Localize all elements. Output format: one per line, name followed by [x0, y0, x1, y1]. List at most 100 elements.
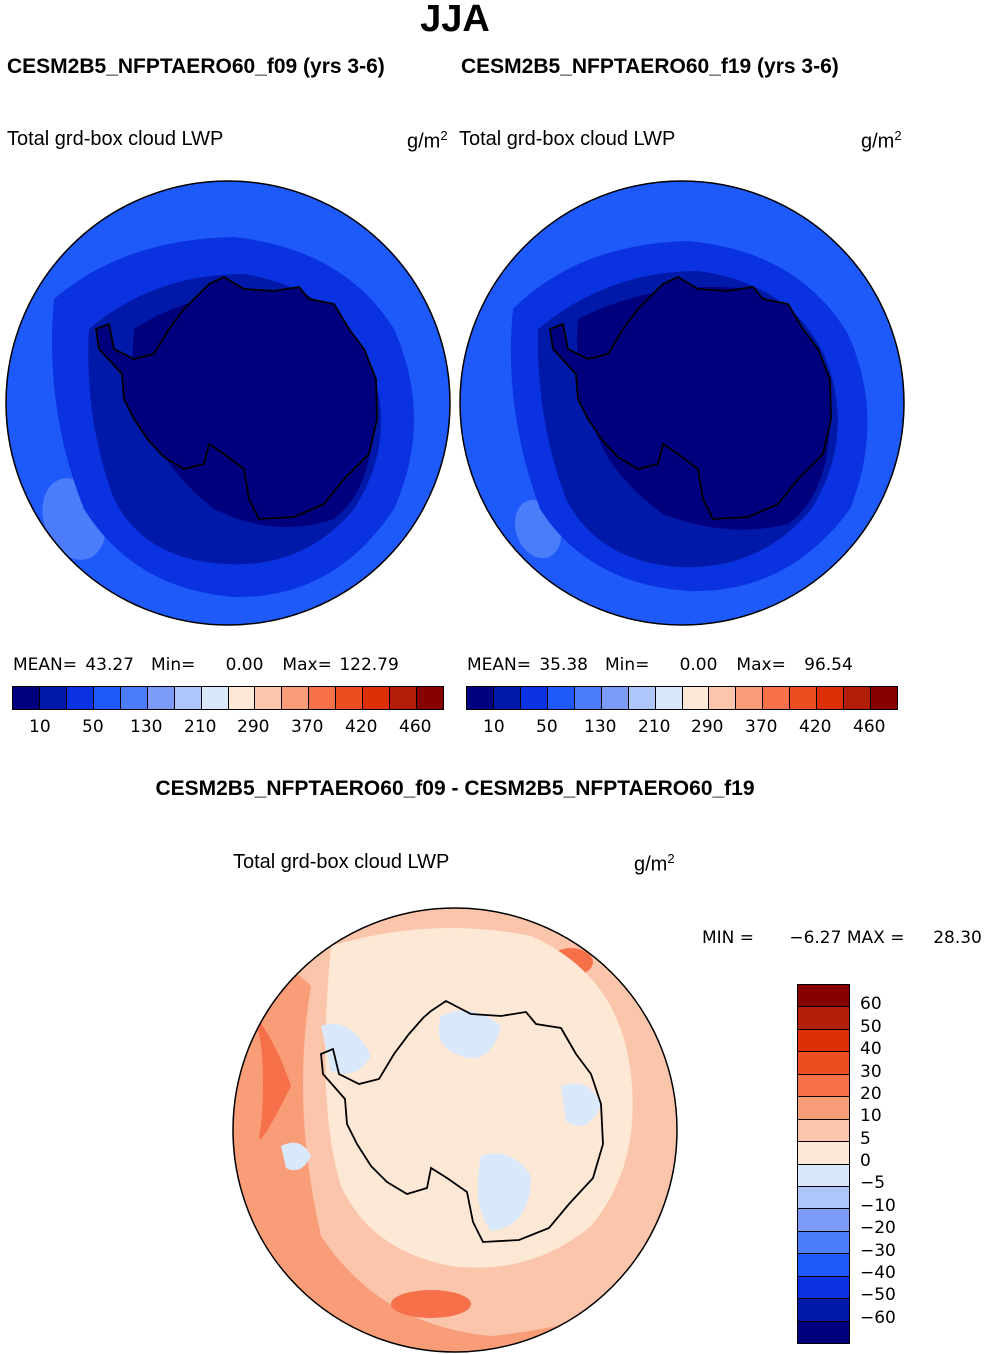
left-colorbar-label: 10	[29, 717, 51, 737]
colorbar-swatch	[798, 985, 849, 1008]
colorbar-swatch	[655, 687, 683, 709]
difference-colorbar-label: 5	[860, 1128, 871, 1149]
colorbar-swatch	[39, 687, 67, 709]
colorbar-swatch	[682, 687, 710, 709]
difference-colorbar	[797, 984, 850, 1344]
left-polar-map	[5, 180, 451, 626]
right-variable-name: Total grd-box cloud LWP	[459, 128, 676, 150]
colorbar-swatch	[390, 687, 418, 709]
contour-region	[438, 1010, 501, 1058]
colorbar-swatch	[255, 687, 283, 709]
antarctica-coastline	[320, 999, 604, 1243]
contour-region	[325, 928, 633, 1268]
colorbar-swatch	[709, 687, 737, 709]
contour-region	[281, 1142, 311, 1171]
colorbar-swatch	[174, 687, 202, 709]
colorbar-swatch	[798, 1299, 849, 1322]
colorbar-swatch	[147, 687, 175, 709]
right-colorbar	[466, 686, 898, 710]
right-colorbar-label: 420	[799, 717, 832, 737]
left-colorbar-label: 210	[184, 717, 217, 737]
left-colorbar-label: 460	[399, 717, 432, 737]
difference-colorbar-label: −50	[860, 1285, 896, 1306]
colorbar-swatch	[120, 687, 148, 709]
colorbar-swatch	[13, 687, 40, 709]
contour-region	[321, 1024, 371, 1074]
season-title: JJA	[420, 0, 490, 40]
contour-region	[233, 986, 291, 1140]
right-colorbar-label: 370	[745, 717, 778, 737]
antarctica-coastline	[95, 275, 378, 520]
left-variable-name: Total grd-box cloud LWP	[7, 128, 224, 150]
colorbar-swatch	[798, 1074, 849, 1098]
difference-title: CESM2B5_NFPTAERO60_f09 - CESM2B5_NFPTAER…	[155, 777, 755, 800]
difference-colorbar-label: −40	[860, 1262, 896, 1283]
right-run-title: CESM2B5_NFPTAERO60_f19 (yrs 3-6)	[461, 55, 839, 78]
colorbar-swatch	[798, 1254, 849, 1277]
difference-colorbar-label: 30	[860, 1061, 882, 1082]
difference-colorbar-label: 0	[860, 1151, 871, 1171]
difference-colorbar-label: −60	[860, 1307, 896, 1328]
left-colorbar	[12, 686, 444, 710]
difference-units: g/m2	[634, 851, 675, 876]
colorbar-swatch	[798, 1029, 849, 1053]
difference-variable-name: Total grd-box cloud LWP	[233, 851, 450, 873]
difference-colorbar-label: 40	[860, 1039, 882, 1060]
left-colorbar-label: 130	[130, 717, 163, 737]
left-stats: MEAN= 43.27 Min= 0.00 Max= 122.79	[13, 655, 399, 675]
difference-colorbar-label: −30	[860, 1240, 896, 1261]
colorbar-swatch	[798, 1142, 849, 1165]
colorbar-swatch	[817, 687, 845, 709]
colorbar-swatch	[798, 1231, 849, 1255]
colorbar-swatch	[736, 687, 764, 709]
right-units: g/m2	[861, 128, 902, 153]
difference-polar-map	[232, 907, 678, 1353]
right-colorbar-label: 460	[853, 717, 886, 737]
colorbar-swatch	[871, 687, 897, 709]
difference-colorbar-label: −5	[860, 1173, 886, 1194]
right-polar-map	[459, 180, 905, 626]
colorbar-swatch	[798, 1052, 849, 1075]
colorbar-swatch	[201, 687, 229, 709]
colorbar-swatch	[798, 1209, 849, 1232]
colorbar-swatch	[763, 687, 791, 709]
colorbar-swatch	[798, 1007, 849, 1030]
colorbar-swatch	[520, 687, 548, 709]
left-colorbar-label: 370	[291, 717, 324, 737]
colorbar-swatch	[336, 687, 364, 709]
right-colorbar-label: 10	[483, 717, 505, 737]
difference-colorbar-label: −20	[860, 1218, 896, 1239]
colorbar-swatch	[282, 687, 310, 709]
contour-region	[477, 1153, 531, 1231]
colorbar-swatch	[363, 687, 391, 709]
colorbar-swatch	[493, 687, 521, 709]
colorbar-swatch	[601, 687, 629, 709]
colorbar-swatch	[628, 687, 656, 709]
colorbar-swatch	[844, 687, 872, 709]
right-stats: MEAN= 35.38 Min= 0.00 Max= 96.54	[467, 655, 853, 675]
difference-colorbar-label: 10	[860, 1106, 882, 1127]
contour-region	[561, 1083, 601, 1126]
right-colorbar-label: 210	[638, 717, 671, 737]
right-colorbar-label: 50	[536, 717, 558, 737]
contour-region	[391, 1290, 471, 1318]
difference-colorbar-label: 50	[860, 1016, 882, 1037]
colorbar-swatch	[228, 687, 256, 709]
difference-stats: MIN = −6.27 MAX = 28.30	[702, 928, 982, 948]
antarctica-coastline	[549, 275, 832, 520]
left-colorbar-label: 290	[237, 717, 270, 737]
difference-colorbar-label: 60	[860, 994, 882, 1015]
colorbar-swatch	[798, 1097, 849, 1120]
left-colorbar-label: 50	[82, 717, 104, 737]
colorbar-swatch	[798, 1164, 849, 1187]
colorbar-swatch	[574, 687, 602, 709]
difference-colorbar-label: −10	[860, 1195, 896, 1216]
colorbar-swatch	[798, 1321, 849, 1343]
colorbar-swatch	[798, 1276, 849, 1300]
colorbar-swatch	[417, 687, 443, 709]
left-units: g/m2	[407, 128, 448, 153]
colorbar-swatch	[309, 687, 337, 709]
left-run-title: CESM2B5_NFPTAERO60_f09 (yrs 3-6)	[7, 55, 385, 78]
colorbar-swatch	[547, 687, 575, 709]
difference-colorbar-label: 20	[860, 1083, 882, 1104]
